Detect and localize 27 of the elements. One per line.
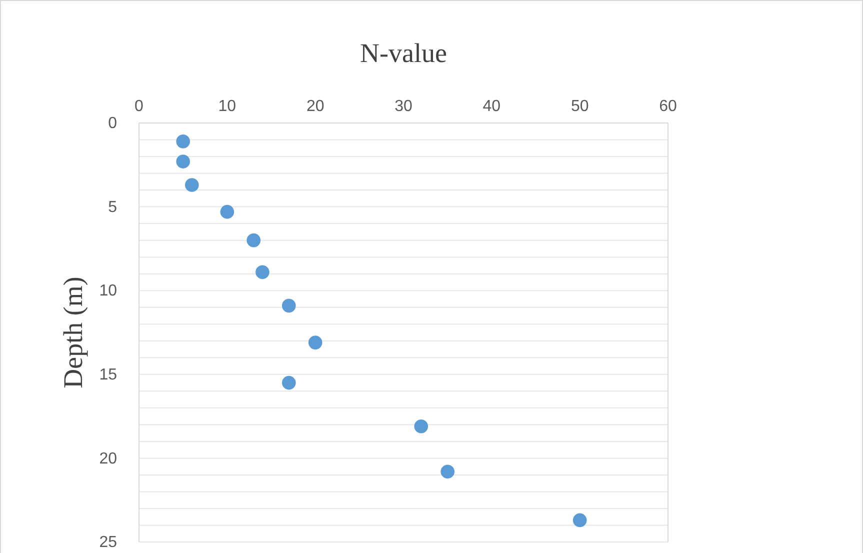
- x-tick-label: 60: [659, 98, 677, 115]
- x-tick-label: 50: [570, 98, 589, 115]
- point: [282, 298, 296, 313]
- point: [282, 376, 296, 390]
- x-tick-label: 20: [306, 98, 324, 115]
- y-tick-label: 20: [99, 450, 118, 468]
- point: [220, 204, 234, 219]
- point: [184, 178, 199, 192]
- y-tick-label: 15: [99, 366, 118, 384]
- point: [414, 419, 428, 434]
- point: [308, 336, 322, 350]
- y-tick-label: 5: [108, 198, 118, 216]
- point: [246, 233, 261, 248]
- point: [176, 134, 190, 148]
- x-tick-label: 40: [482, 98, 501, 115]
- y-tick-label: 0: [108, 115, 118, 132]
- point: [572, 513, 587, 528]
- point: [176, 154, 190, 168]
- x-tick-label: 30: [394, 98, 412, 115]
- chart-title: N-value: [360, 38, 447, 68]
- y-tick-label: 10: [99, 282, 118, 300]
- point: [440, 464, 454, 479]
- y-tick-label: 25: [99, 534, 118, 552]
- y-axis-title: Depth (m): [58, 276, 88, 388]
- x-tick-label: 10: [218, 98, 236, 115]
- x-tick-label: 0: [134, 98, 144, 115]
- point: [256, 265, 270, 280]
